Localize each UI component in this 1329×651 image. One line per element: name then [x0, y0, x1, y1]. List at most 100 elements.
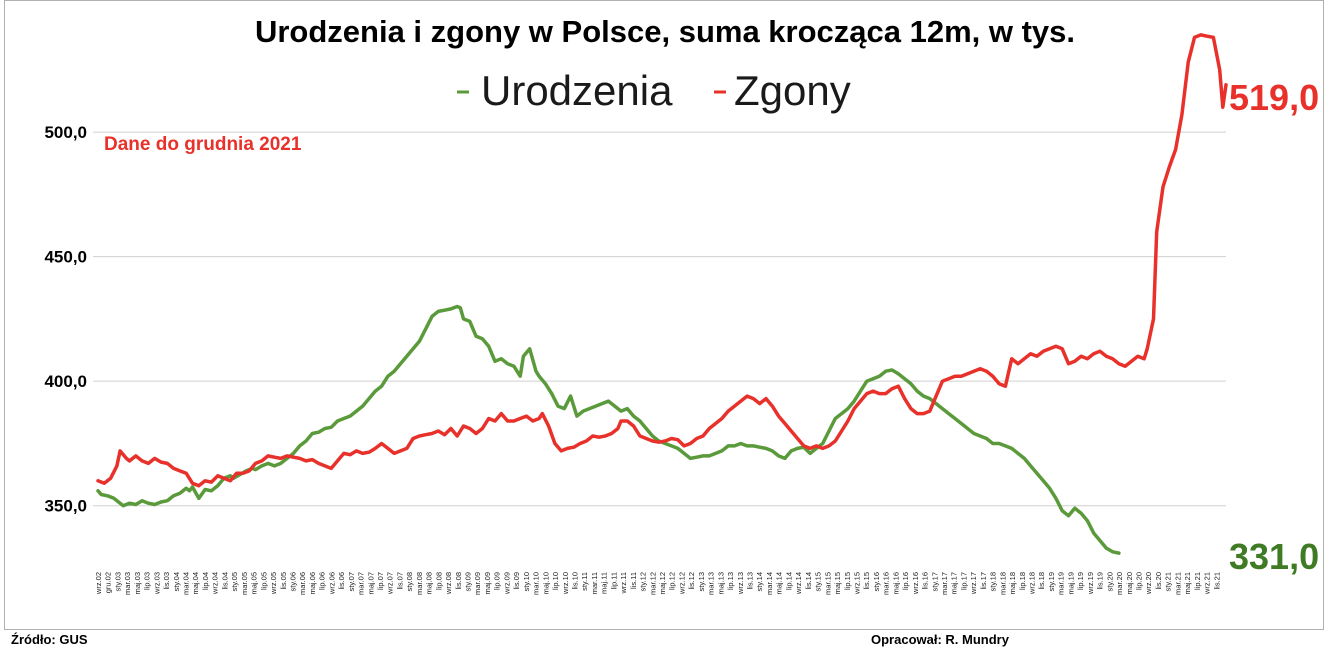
x-tick-label: maj.10 — [541, 572, 550, 595]
x-tick-label: mar.21 — [1173, 572, 1182, 595]
x-tick-label: lis.14 — [804, 572, 813, 590]
x-tick-label: mar.12 — [648, 572, 657, 595]
x-tick-label: maj.17 — [950, 572, 959, 595]
chart-frame — [4, 0, 1324, 630]
x-tick-label: lip.09 — [493, 572, 502, 590]
x-tick-label: mar.10 — [532, 572, 541, 595]
x-tick-label: maj.07 — [366, 572, 375, 595]
x-tick-label: lis.07 — [395, 572, 404, 590]
author-label: Opracował: R. Mundry — [871, 632, 1009, 647]
x-tick-label: mar.09 — [473, 572, 482, 595]
source-label: Źródło: GUS — [11, 632, 88, 647]
x-tick-label: sty.17 — [930, 572, 939, 591]
x-axis-labels: wrz.02 gru.02 sty.03 mar.03 maj.03 lip.03 wrz.… — [94, 572, 1221, 595]
x-tick-label: mar.07 — [357, 572, 366, 595]
x-tick-label: lis.13 — [746, 572, 755, 590]
x-tick-label: sty.06 — [289, 572, 298, 591]
x-tick-label: lis.12 — [687, 572, 696, 590]
x-tick-label: maj.16 — [891, 572, 900, 595]
x-tick-label: lis.05 — [279, 572, 288, 590]
legend-label-zgony: Zgony — [734, 67, 851, 114]
x-tick-label: wrz.20 — [1144, 572, 1153, 595]
x-tick-label: sty.07 — [347, 572, 356, 591]
x-tick-label: mar.04 — [182, 572, 191, 595]
x-tick-label: wrz.19 — [1086, 572, 1095, 595]
x-tick-label: sty.21 — [1164, 572, 1173, 591]
x-tick-label: wrz.15 — [853, 572, 862, 595]
x-tick-label: sty.20 — [1105, 572, 1114, 591]
x-tick-label: wrz.02 — [94, 572, 103, 595]
x-tick-label: maj.11 — [600, 572, 609, 594]
x-tick-label: lis.18 — [1037, 572, 1046, 590]
x-tick-label: sty.09 — [464, 572, 473, 591]
x-tick-label: wrz.04 — [211, 572, 220, 595]
x-tick-label: wrz.10 — [561, 572, 570, 595]
x-tick-label: mar.03 — [123, 572, 132, 595]
x-tick-label: wrz.14 — [794, 572, 803, 595]
x-tick-label: lip.07 — [376, 572, 385, 590]
x-tick-label: mar.08 — [415, 572, 424, 595]
end-label-zgony: 519,0 — [1229, 77, 1319, 118]
x-tick-label: maj.08 — [425, 572, 434, 595]
x-tick-label: lis.06 — [337, 572, 346, 590]
x-tick-label: lip.18 — [1018, 572, 1027, 590]
x-tick-label: wrz.13 — [736, 572, 745, 595]
x-tick-label: lis.10 — [571, 572, 580, 590]
x-tick-label: gru.02 — [104, 572, 113, 593]
x-tick-label: lip.13 — [726, 572, 735, 590]
x-tick-label: mar.13 — [707, 572, 716, 595]
x-tick-label: lip.06 — [318, 572, 327, 590]
x-tick-label: lip.16 — [901, 572, 910, 590]
x-tick-label: sty.15 — [814, 572, 823, 591]
x-tick-label: wrz.08 — [444, 572, 453, 595]
x-tick-label: lip.11 — [609, 572, 618, 589]
x-tick-label: sty.10 — [522, 572, 531, 591]
x-tick-label: lip.19 — [1076, 572, 1085, 590]
x-tick-label: mar.06 — [298, 572, 307, 595]
x-tick-label: wrz.12 — [677, 572, 686, 595]
series-line-urodzenia — [96, 304, 1121, 555]
gridlines — [93, 131, 1226, 507]
x-tick-label: lip.08 — [434, 572, 443, 590]
x-tick-label: lis.21 — [1212, 572, 1221, 590]
x-tick-label: lis.08 — [454, 572, 463, 590]
x-tick-label: wrz.16 — [911, 572, 920, 595]
x-tick-label: maj.20 — [1125, 572, 1134, 595]
x-tick-label: wrz.03 — [152, 572, 161, 595]
legend-label-urodzenia: Urodzenia — [481, 67, 673, 114]
y-tick-label: 450,0 — [44, 248, 87, 267]
x-tick-label: lis.15 — [862, 572, 871, 590]
x-tick-label: sty.12 — [639, 572, 648, 591]
legend: Urodzenia Zgony — [457, 67, 851, 114]
x-tick-label: maj.04 — [191, 572, 200, 595]
y-axis-ticks: 350,0 400,0 450,0 500,0 — [44, 123, 87, 516]
x-tick-label: lip.12 — [668, 572, 677, 590]
x-tick-label: sty.05 — [230, 572, 239, 591]
x-tick-label: maj.19 — [1066, 572, 1075, 595]
series-lines — [96, 33, 1228, 555]
end-label-urodzenia: 331,0 — [1229, 536, 1319, 577]
x-tick-label: sty.13 — [697, 572, 706, 591]
x-tick-label: lip.10 — [551, 572, 560, 590]
x-tick-label: lip.17 — [959, 572, 968, 590]
x-tick-label: lis.20 — [1154, 572, 1163, 590]
x-tick-label: maj.05 — [250, 572, 259, 595]
x-tick-label: maj.21 — [1183, 572, 1192, 595]
x-tick-label: mar.05 — [240, 572, 249, 595]
y-tick-label: 400,0 — [44, 372, 87, 391]
y-tick-label: 500,0 — [44, 123, 87, 142]
x-tick-label: mar.14 — [765, 572, 774, 595]
x-tick-label: sty.19 — [1047, 572, 1056, 591]
x-tick-label: sty.03 — [113, 572, 122, 591]
x-tick-label: wrz.05 — [269, 572, 278, 595]
x-tick-label: wrz.21 — [1203, 572, 1212, 595]
x-tick-label: mar.19 — [1057, 572, 1066, 595]
x-tick-label: lip.03 — [143, 572, 152, 590]
x-tick-label: wrz.07 — [386, 572, 395, 595]
x-tick-label: wrz.18 — [1028, 572, 1037, 595]
x-tick-label: lip.20 — [1135, 572, 1144, 590]
x-tick-label: wrz.11 — [619, 572, 628, 595]
x-tick-label: mar.17 — [940, 572, 949, 595]
x-tick-label: lip.05 — [259, 572, 268, 590]
